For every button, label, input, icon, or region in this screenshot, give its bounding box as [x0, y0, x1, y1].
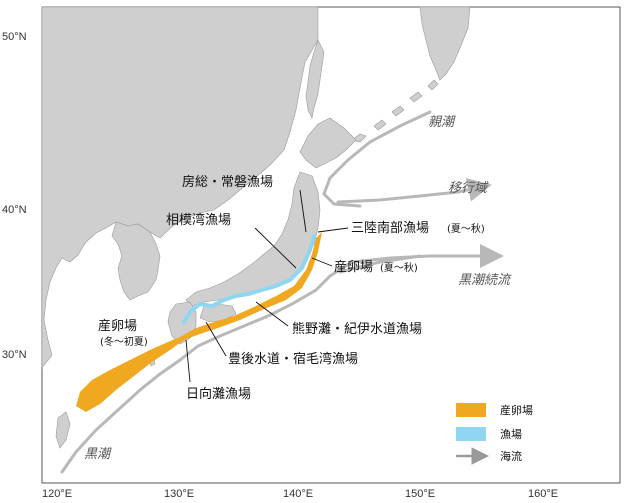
label-bungo-sukumo: 豊後水道・宿毛湾漁場 — [228, 351, 358, 367]
legend-fishing-label: 漁場 — [500, 427, 522, 441]
lat-label-30: 30°N — [2, 349, 27, 361]
label-kumano-kii: 熊野灘・紀伊水道漁場 — [292, 321, 422, 337]
label-spawn-east: 産卵場 — [334, 259, 373, 275]
oyashio-current — [322, 110, 432, 208]
leader-lines — [185, 189, 349, 383]
lat-label-50: 50°N — [2, 31, 27, 43]
sakhalin — [305, 39, 325, 119]
label-kuroshio-ext: 黒潮続流 — [458, 273, 512, 288]
kuroshio-current — [60, 244, 504, 474]
lat-label-40: 40°N — [2, 204, 27, 216]
label-spawn-west: 産卵場 — [98, 318, 137, 334]
lat-ticks: 50°N 40°N 30°N — [2, 31, 27, 361]
lon-ticks: 120°E 130°E 140°E 150°E 160°E — [42, 488, 558, 500]
ocean-currents — [60, 110, 504, 474]
lon-label-130: 130°E — [164, 488, 194, 500]
lon-label-160: 160°E — [528, 488, 558, 500]
transition-current — [336, 178, 492, 204]
honshu — [185, 171, 321, 307]
label-sanriku: 三陸南部漁場 — [351, 220, 429, 236]
lon-label-120: 120°E — [42, 488, 72, 500]
taiwan — [55, 411, 71, 449]
kamchatka — [419, 6, 471, 81]
legend-spawning-label: 産卵場 — [500, 404, 533, 417]
label-hyuga: 日向灘漁場 — [186, 386, 251, 402]
fishing-grounds — [182, 234, 316, 324]
label-transition-zone: 移行域 — [448, 181, 489, 196]
hokkaido — [299, 117, 357, 169]
kuroshio-ext-current — [338, 254, 422, 274]
label-spawn-east-season: (夏〜秋) — [380, 261, 418, 274]
fishing-ground-coast — [182, 234, 316, 324]
shikoku — [199, 303, 237, 323]
lon-label-140: 140°E — [283, 488, 313, 500]
label-oyashio: 親潮 — [428, 115, 456, 130]
legend: 産卵場 漁場 海流 — [456, 403, 533, 465]
korean-peninsula — [111, 221, 161, 301]
kuril-islands — [351, 79, 439, 143]
lon-label-150: 150°E — [405, 488, 435, 500]
blue-swatch — [456, 427, 486, 441]
spawning-grounds — [76, 232, 322, 412]
label-sagami: 相模湾漁場 — [166, 212, 231, 228]
current-labels: 親潮 移行域 黒潮続流 黒潮 — [84, 115, 512, 462]
spawning-ground-west — [76, 232, 322, 412]
label-sanriku-season: (夏〜秋) — [447, 222, 485, 235]
asian-continent — [41, 6, 319, 369]
label-spawn-west-season: (冬〜初夏) — [100, 335, 148, 348]
region-labels: 房総・常磐漁場 相模湾漁場 三陸南部漁場 (夏〜秋) 産卵場 (夏〜秋) 産卵場… — [98, 174, 485, 402]
label-boso-joban: 房総・常磐漁場 — [182, 174, 273, 190]
label-kuroshio: 黒潮 — [84, 447, 112, 462]
orange-swatch — [456, 403, 486, 417]
legend-current-label: 海流 — [500, 449, 522, 463]
